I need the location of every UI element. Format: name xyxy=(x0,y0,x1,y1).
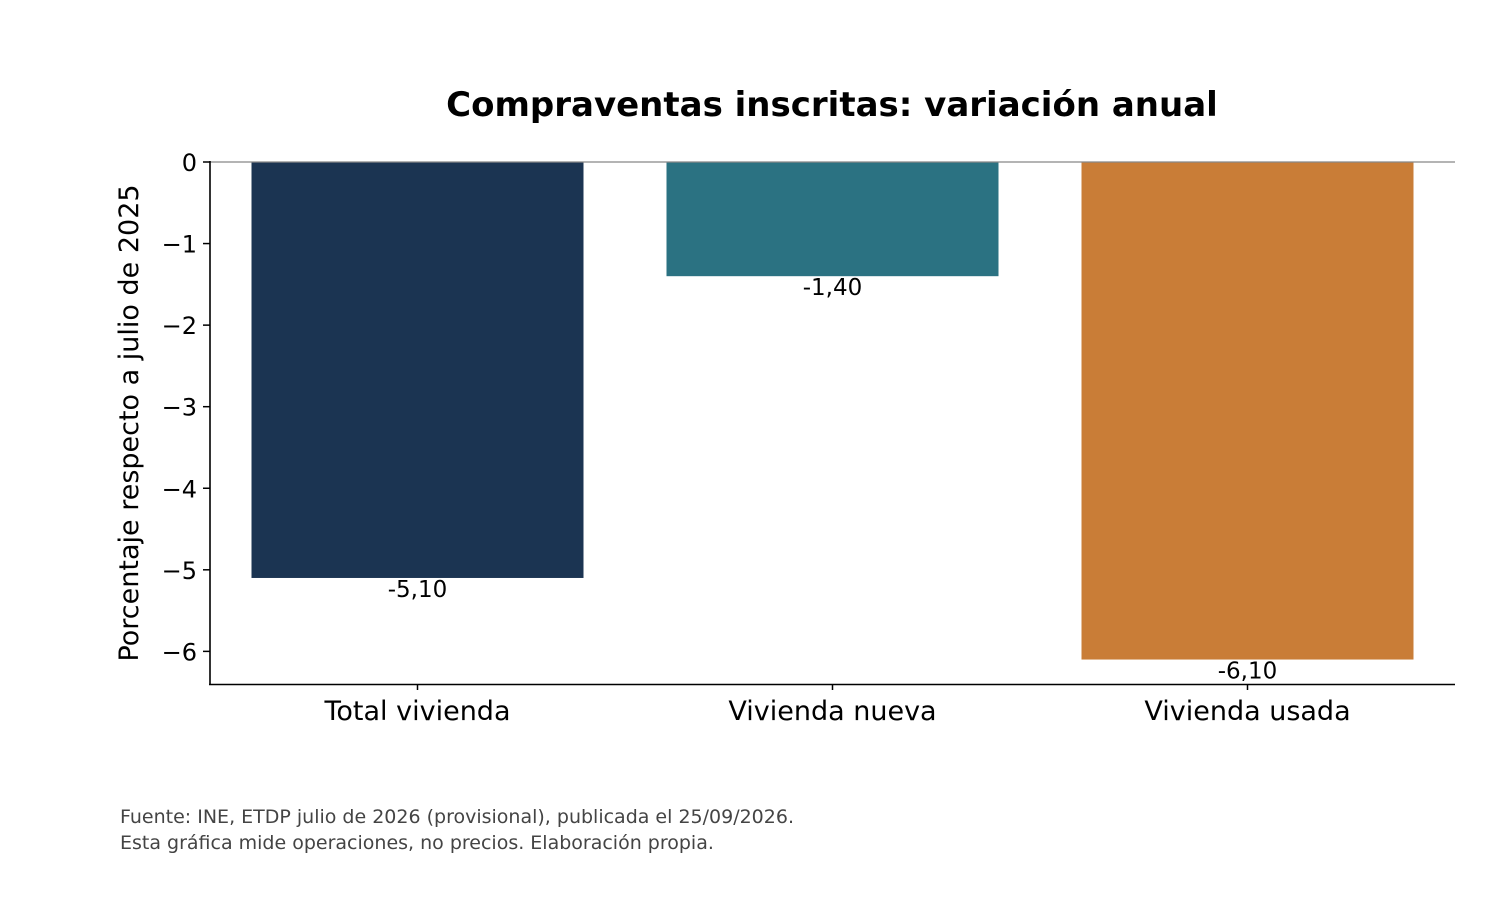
data-labels-group: -5,10 -1,40 -6,10 xyxy=(388,275,1278,684)
y-axis-label: Porcentaje respecto a julio de 2025 xyxy=(114,184,145,661)
y-tick-label: −2 xyxy=(162,312,197,340)
y-tick-label: −3 xyxy=(162,394,197,422)
bar-1 xyxy=(251,162,584,578)
x-ticks-group: Total vivienda Vivienda nueva Vivienda usa… xyxy=(323,684,1351,727)
x-tick-label: Total vivienda xyxy=(323,696,510,727)
chart-title: Compraventas inscritas: variación anual xyxy=(446,85,1218,125)
y-tick-label: −6 xyxy=(162,638,197,666)
bar-3 xyxy=(1081,162,1414,660)
bar-2 xyxy=(666,162,999,277)
x-tick-label: Vivienda usada xyxy=(1144,696,1350,727)
y-tick-label: −5 xyxy=(162,557,197,585)
data-label: -5,10 xyxy=(388,577,448,603)
data-label: -1,40 xyxy=(803,275,863,301)
bars-group xyxy=(251,162,1414,660)
y-tick-label: 0 xyxy=(182,149,197,177)
y-tick-label: −1 xyxy=(162,231,197,259)
data-label: -6,10 xyxy=(1218,659,1278,685)
footnote-source: Fuente: INE, ETDP julio de 2026 (provisi… xyxy=(120,806,794,828)
y-tick-label: −4 xyxy=(162,475,197,503)
y-ticks-group: 0 −1 −2 −3 −4 −5 −6 xyxy=(162,149,210,666)
x-tick-label: Vivienda nueva xyxy=(728,696,936,727)
footnote: Fuente: INE, ETDP julio de 2026 (provisi… xyxy=(120,804,794,856)
footnote-note: Esta gráfica mide operaciones, no precio… xyxy=(120,832,714,854)
